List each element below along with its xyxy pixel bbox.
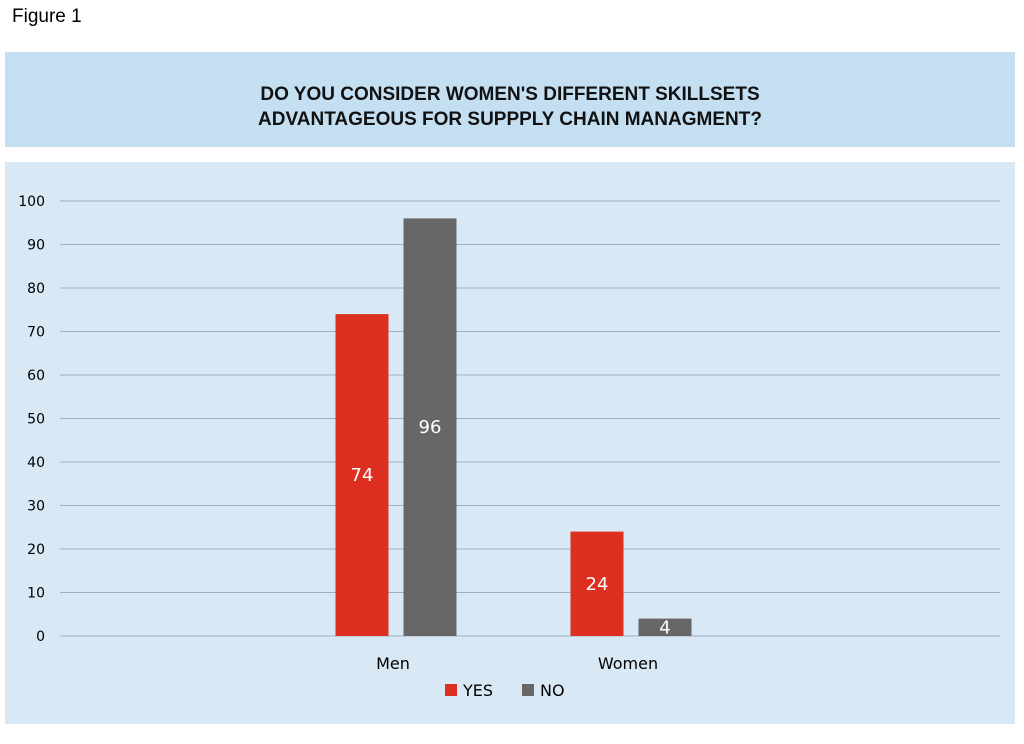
x-category-label: Women <box>598 654 658 673</box>
legend-swatch-yes <box>445 684 457 696</box>
chart-area: 0 10 20 30 40 50 60 70 80 90 100 74 24 96 4 Men Women … <box>5 162 1015 724</box>
data-label: 4 <box>659 617 670 638</box>
y-tick-label: 70 <box>27 325 45 341</box>
bars <box>335 218 692 636</box>
y-tick-label: 50 <box>27 412 45 428</box>
y-tick-label: 90 <box>27 238 45 254</box>
data-label: 74 <box>351 465 374 486</box>
chart-title-box: DO YOU CONSIDER WOMEN'S DIFFERENT SKILLS… <box>5 52 1015 147</box>
data-label: 96 <box>419 417 442 438</box>
chart-title: DO YOU CONSIDER WOMEN'S DIFFERENT SKILLS… <box>5 82 1015 132</box>
x-axis-categories: Men Women <box>376 654 658 673</box>
data-label: 24 <box>586 574 609 595</box>
bar-no-women <box>638 618 692 636</box>
legend: YES NO <box>445 681 565 700</box>
y-tick-label: 0 <box>36 629 45 645</box>
bar-yes-women <box>570 531 624 636</box>
y-tick-label: 20 <box>27 542 45 558</box>
y-tick-label: 10 <box>27 586 45 602</box>
y-tick-label: 30 <box>27 499 45 515</box>
data-labels: 74 24 96 4 <box>351 417 671 638</box>
chart-title-line-2: ADVANTAGEOUS FOR SUPPPLY CHAIN MANAGMENT… <box>258 109 762 130</box>
y-tick-label: 80 <box>27 281 45 297</box>
legend-swatch-no <box>522 684 534 696</box>
bar-no-men <box>403 218 457 636</box>
y-tick-label: 60 <box>27 368 45 384</box>
legend-label-yes: YES <box>462 681 493 700</box>
figure-label: Figure 1 <box>12 6 82 27</box>
legend-label-no: NO <box>540 681 565 700</box>
gridlines <box>60 200 1000 637</box>
y-tick-label: 100 <box>18 194 45 210</box>
bar-yes-men <box>335 314 389 636</box>
y-axis-ticks: 0 10 20 30 40 50 60 70 80 90 100 <box>18 194 45 645</box>
x-category-label: Men <box>376 654 410 673</box>
chart-title-line-1: DO YOU CONSIDER WOMEN'S DIFFERENT SKILLS… <box>260 84 760 105</box>
y-tick-label: 40 <box>27 455 45 471</box>
